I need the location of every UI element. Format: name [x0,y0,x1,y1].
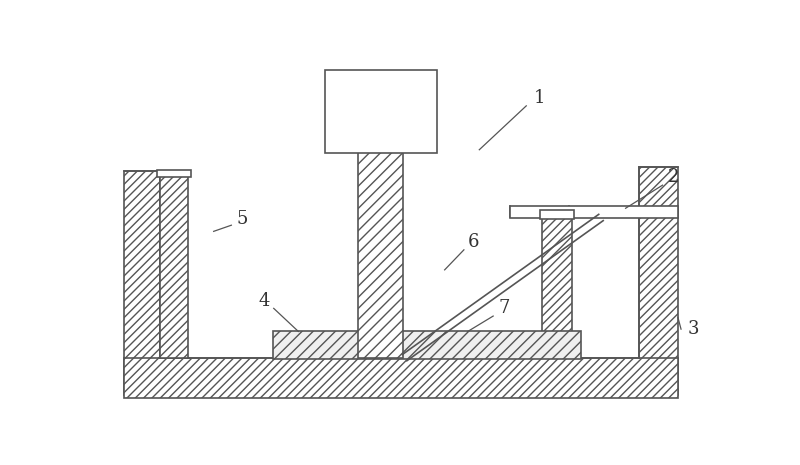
Bar [542,218,572,358]
Bar [158,170,191,178]
Text: 3: 3 [688,320,699,338]
Bar [123,171,160,395]
Bar [540,210,574,219]
Text: 2: 2 [668,168,679,186]
Text: 6: 6 [468,233,480,251]
Bar [123,358,678,398]
Text: 1: 1 [534,89,545,107]
Bar [273,332,581,359]
Bar [160,171,639,358]
Text: 7: 7 [498,299,510,317]
Bar [326,70,437,153]
Bar [639,167,678,395]
Bar [358,152,403,359]
Text: 4: 4 [258,292,270,310]
Bar [160,175,188,358]
Bar [510,206,678,218]
Text: 5: 5 [237,210,248,228]
